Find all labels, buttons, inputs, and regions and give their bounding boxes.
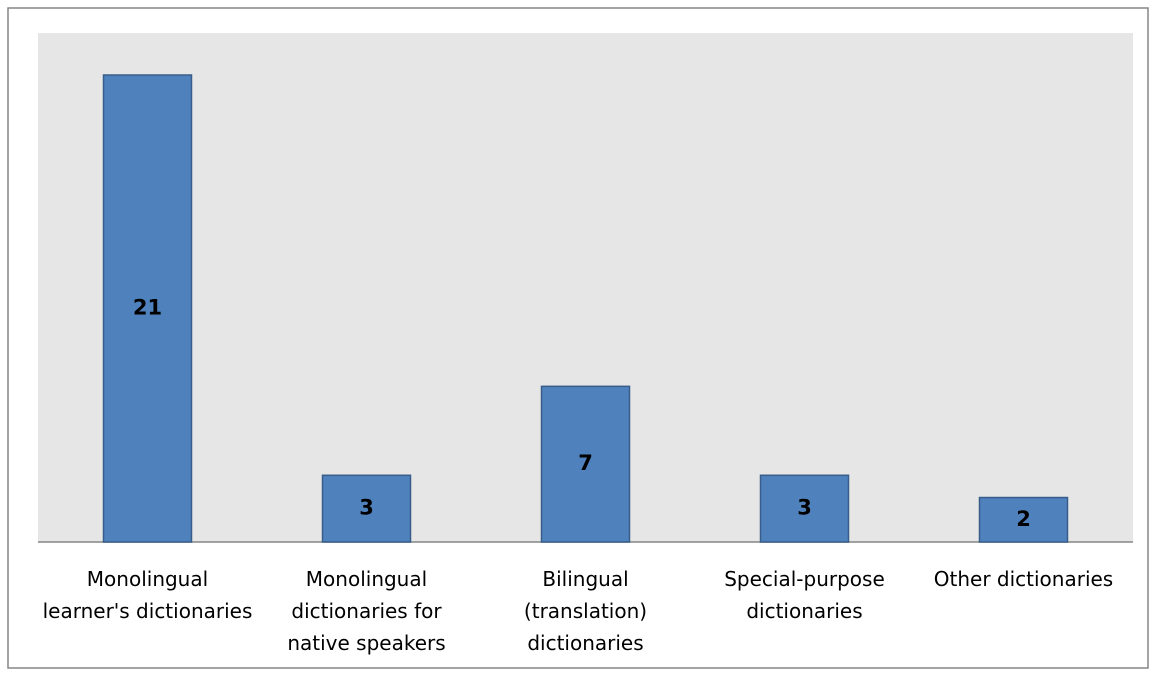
x-tick-label: Monolingual dictionaries for native spea…	[287, 567, 446, 655]
x-tick-label: Other dictionaries	[933, 567, 1114, 591]
value-label: 3	[797, 496, 812, 520]
value-label: 21	[133, 296, 162, 320]
value-label: 2	[1016, 507, 1031, 531]
bar	[759, 474, 850, 543]
bar	[540, 385, 631, 543]
x-tick-label: Bilingual (translation) dictionaries	[523, 567, 648, 655]
bar	[978, 496, 1069, 543]
bar	[102, 74, 193, 543]
x-tick-label: Monolingual learner's dictionaries	[42, 567, 253, 623]
value-label: 3	[359, 496, 374, 520]
value-label: 7	[578, 451, 593, 475]
x-tick-label: Special-purpose dictionaries	[724, 567, 885, 623]
bar	[321, 474, 412, 543]
